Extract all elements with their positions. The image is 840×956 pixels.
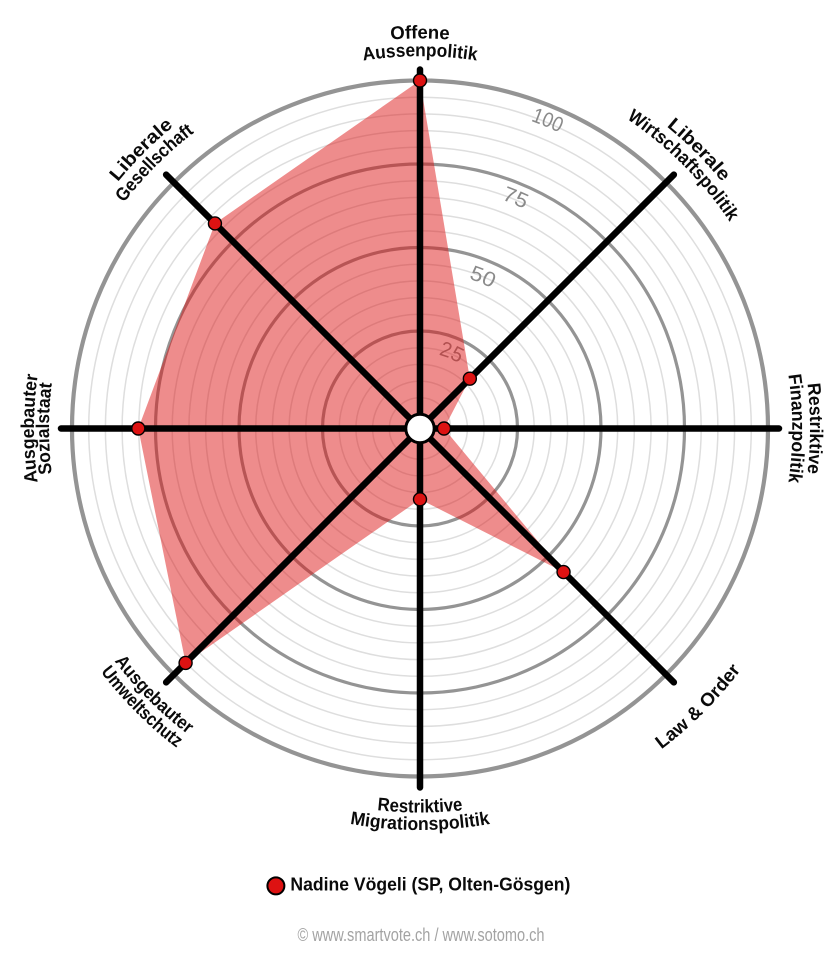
svg-text:Restriktive: Restriktive [377, 793, 464, 816]
svg-text:Sozialstaat: Sozialstaat [32, 381, 56, 475]
svg-text:Finanzpolitik: Finanzpolitik [784, 373, 809, 486]
svg-text:Offene: Offene [390, 21, 451, 43]
svg-text:Nadine Vögeli (SP, Olten-Gösge: Nadine Vögeli (SP, Olten-Gösgen) [290, 873, 570, 894]
svg-text:© www.smartvote.ch / www.sotom: © www.smartvote.ch / www.sotomo.ch [298, 924, 545, 945]
